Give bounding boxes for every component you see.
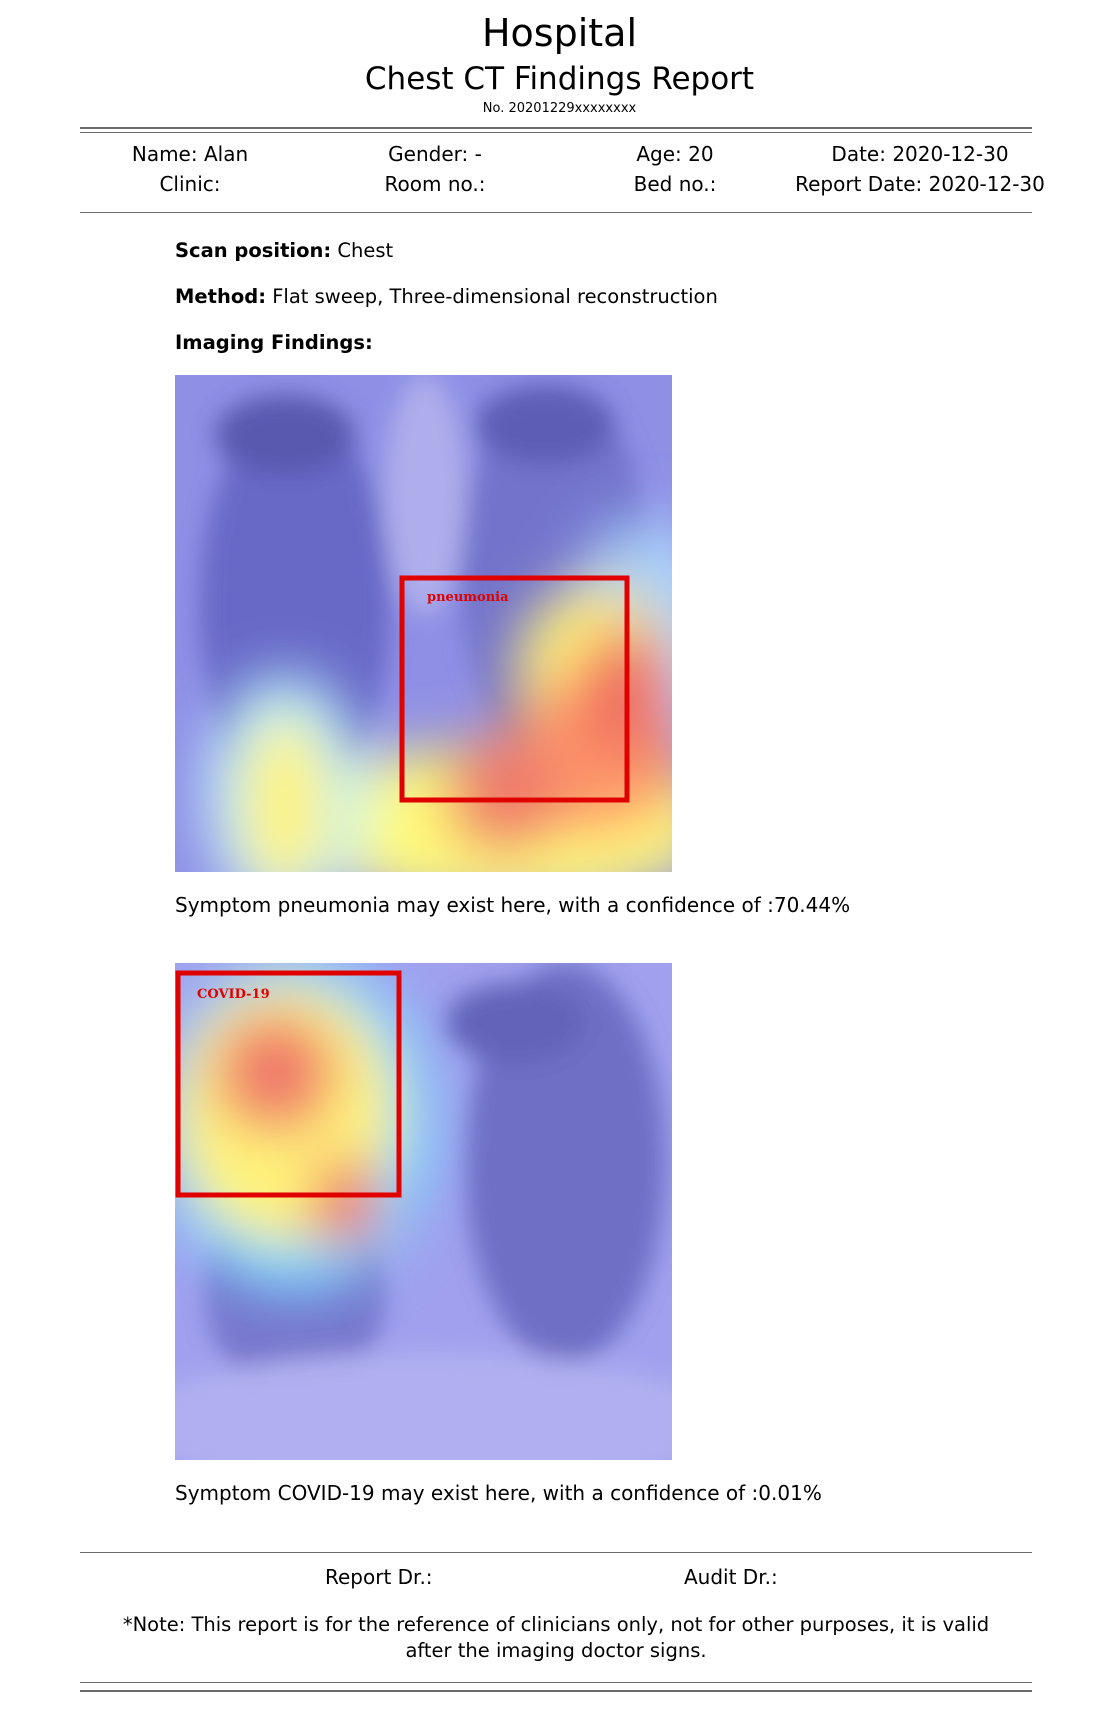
finding-caption-covid19: Symptom COVID-19 may exist here, with a … [175, 1481, 822, 1505]
report-date: Report Date: 2020-12-30 [795, 172, 1045, 196]
clinic: Clinic: [159, 172, 221, 196]
header-rule-top [80, 127, 1032, 129]
exam-date: Date: 2020-12-30 [831, 142, 1009, 166]
heatmap-image-covid19: COVID-19 [175, 963, 672, 1460]
patient-name: Name: Alan [131, 142, 249, 166]
audit-doctor: Audit Dr.: [684, 1565, 778, 1589]
report-title: Chest CT Findings Report [364, 61, 755, 97]
note-line-1: *Note: This report is for the reference … [122, 1613, 990, 1636]
footer-rule [80, 1552, 1032, 1553]
bottom-rule-top [80, 1682, 1032, 1683]
scan-position-label: Scan position: [175, 239, 332, 262]
hospital-name: Hospital [481, 11, 638, 55]
method-label: Method: [175, 285, 266, 308]
method-value: Flat sweep, Three-dimensional reconstruc… [272, 285, 718, 308]
report-number: No. 20201229xxxxxxxx [482, 101, 637, 116]
heatmap-image-pneumonia: pneumonia [175, 375, 672, 872]
detection-box-label: pneumonia [427, 590, 509, 605]
patient-gender: Gender: - [388, 142, 482, 166]
imaging-findings: Imaging Findings: [175, 330, 373, 356]
finding-caption-pneumonia: Symptom pneumonia may exist here, with a… [175, 893, 851, 917]
info-rule [80, 212, 1032, 213]
detection-box [175, 970, 402, 1198]
bottom-rule-bottom [80, 1690, 1032, 1692]
patient-age: Age: 20 [636, 142, 714, 166]
scan-position-value: Chest [337, 239, 394, 262]
detection-box [399, 575, 630, 803]
imaging-findings-label: Imaging Findings: [175, 331, 373, 354]
note-line-2: after the imaging doctor signs. [405, 1639, 707, 1662]
scan-position: Scan position: Chest [175, 238, 393, 264]
detection-box-label: COVID-19 [197, 987, 270, 1002]
bed-number: Bed no.: [633, 172, 717, 196]
method: Method: Flat sweep, Three-dimensional re… [175, 284, 718, 310]
room-number: Room no.: [384, 172, 486, 196]
report-doctor: Report Dr.: [325, 1565, 433, 1589]
header-rule-bottom [80, 132, 1032, 133]
